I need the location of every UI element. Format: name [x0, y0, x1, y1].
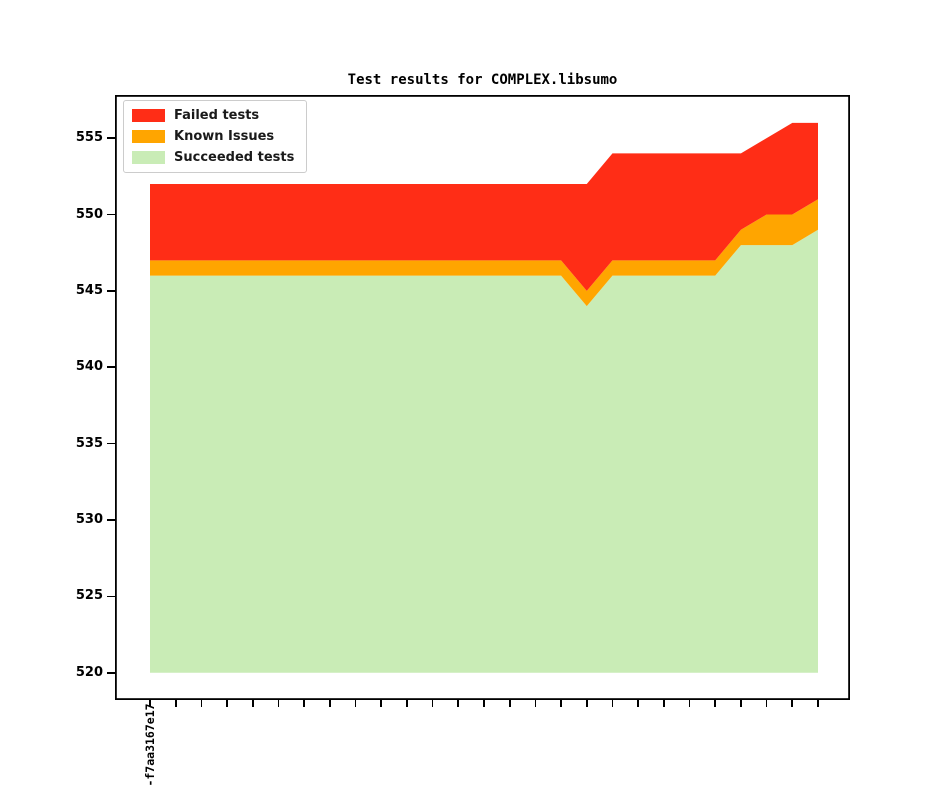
y-tick-label: 540: [75, 359, 103, 375]
x-tick-mark: [637, 700, 639, 707]
x-tick-mark: [791, 700, 794, 707]
x-tick-mark: [431, 700, 434, 707]
x-tick-mark: [817, 700, 819, 707]
x-tick-mark: [560, 700, 562, 707]
x-tick-mark: [226, 700, 228, 707]
x-tick-mark: [688, 700, 691, 707]
x-tick-mark: [765, 700, 768, 707]
x-tick-mark: [663, 700, 665, 707]
y-tick-mark: [107, 213, 115, 216]
x-tick-mark: [303, 700, 305, 707]
y-tick-mark: [107, 290, 115, 292]
y-tick-mark: [107, 595, 115, 598]
x-tick-mark: [149, 700, 151, 707]
y-tick-mark: [107, 137, 115, 139]
x-tick-mark: [585, 700, 588, 707]
x-tick-mark: [483, 700, 485, 707]
x-tick-mark: [277, 700, 280, 707]
y-tick-label: 535: [75, 435, 103, 451]
x-tick-mark: [406, 700, 408, 707]
y-tick-label: 545: [75, 282, 103, 298]
y-tick-label: 520: [75, 664, 103, 680]
failed-area: [150, 122, 818, 291]
stacked-area-chart: [115, 95, 850, 700]
x-axis-label-commit: -f7aa3167e17: [143, 703, 157, 787]
legend-swatch-failed: [132, 109, 165, 122]
y-tick-mark: [107, 519, 115, 521]
y-tick-mark: [107, 671, 115, 674]
legend-swatch-known: [132, 130, 165, 143]
y-tick-label: 525: [75, 588, 103, 604]
chart-title: Test results for COMPLEX.libsumo: [347, 72, 618, 88]
y-tick-mark: [107, 442, 115, 445]
legend-item-succeeded: Succeeded tests: [132, 150, 294, 165]
legend-label-known: Known Issues: [174, 129, 275, 144]
legend-item-failed: Failed tests: [132, 108, 294, 123]
x-tick-mark: [457, 700, 460, 707]
legend-label-failed: Failed tests: [174, 108, 260, 123]
y-tick-label: 555: [75, 130, 103, 146]
x-tick-mark: [380, 700, 383, 707]
x-tick-mark: [740, 700, 742, 707]
x-tick-mark: [251, 700, 254, 707]
y-tick-mark: [107, 366, 115, 369]
x-tick-mark: [611, 700, 614, 707]
y-tick-label: 530: [75, 512, 103, 527]
y-tick-label: 550: [75, 206, 103, 222]
x-tick-mark: [174, 700, 177, 707]
x-tick-mark: [534, 700, 537, 707]
succeeded-area: [150, 229, 818, 673]
legend-label-succeeded: Succeeded tests: [174, 150, 295, 165]
x-tick-mark: [200, 700, 203, 707]
legend-swatch-succeeded: [132, 151, 165, 164]
x-tick-mark: [354, 700, 357, 707]
x-tick-mark: [329, 700, 331, 707]
plot-area: Failed tests Known Issues Succeeded test…: [115, 95, 850, 700]
legend-item-known: Known Issues: [132, 129, 294, 144]
x-tick-mark: [508, 700, 511, 707]
x-tick-mark: [714, 700, 717, 707]
legend: Failed tests Known Issues Succeeded test…: [123, 100, 308, 173]
